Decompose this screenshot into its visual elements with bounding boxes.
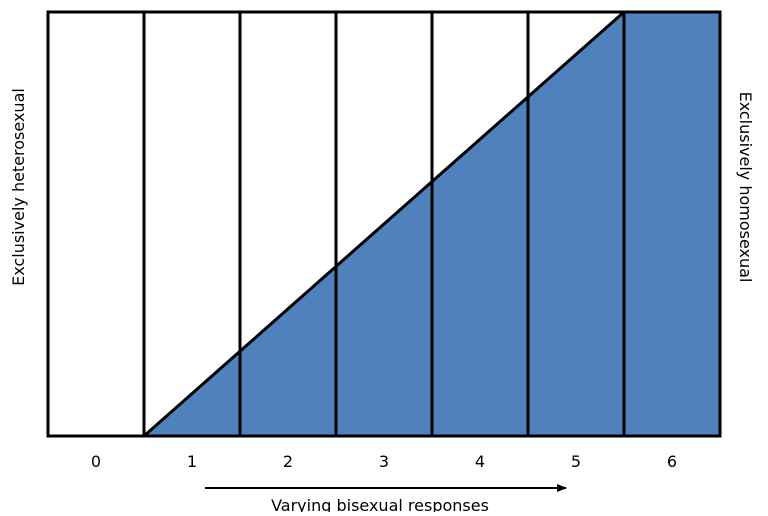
scale-label: 5 xyxy=(571,452,581,471)
scale-label: 4 xyxy=(475,452,485,471)
axis-label: Varying bisexual responses xyxy=(271,496,489,512)
frame xyxy=(46,10,722,438)
scale-label: 1 xyxy=(187,452,197,471)
right-label: Exclusively homosexual xyxy=(736,92,755,283)
scale-label: 3 xyxy=(379,452,389,471)
scale-label: 6 xyxy=(667,452,677,471)
scale-label: 2 xyxy=(283,452,293,471)
scale-label: 0 xyxy=(91,452,101,471)
left-label: Exclusively heterosexual xyxy=(9,88,28,286)
grid xyxy=(46,10,722,438)
diagonal xyxy=(143,10,625,438)
scale-labels: 0 1 2 3 4 5 6 xyxy=(91,452,677,471)
